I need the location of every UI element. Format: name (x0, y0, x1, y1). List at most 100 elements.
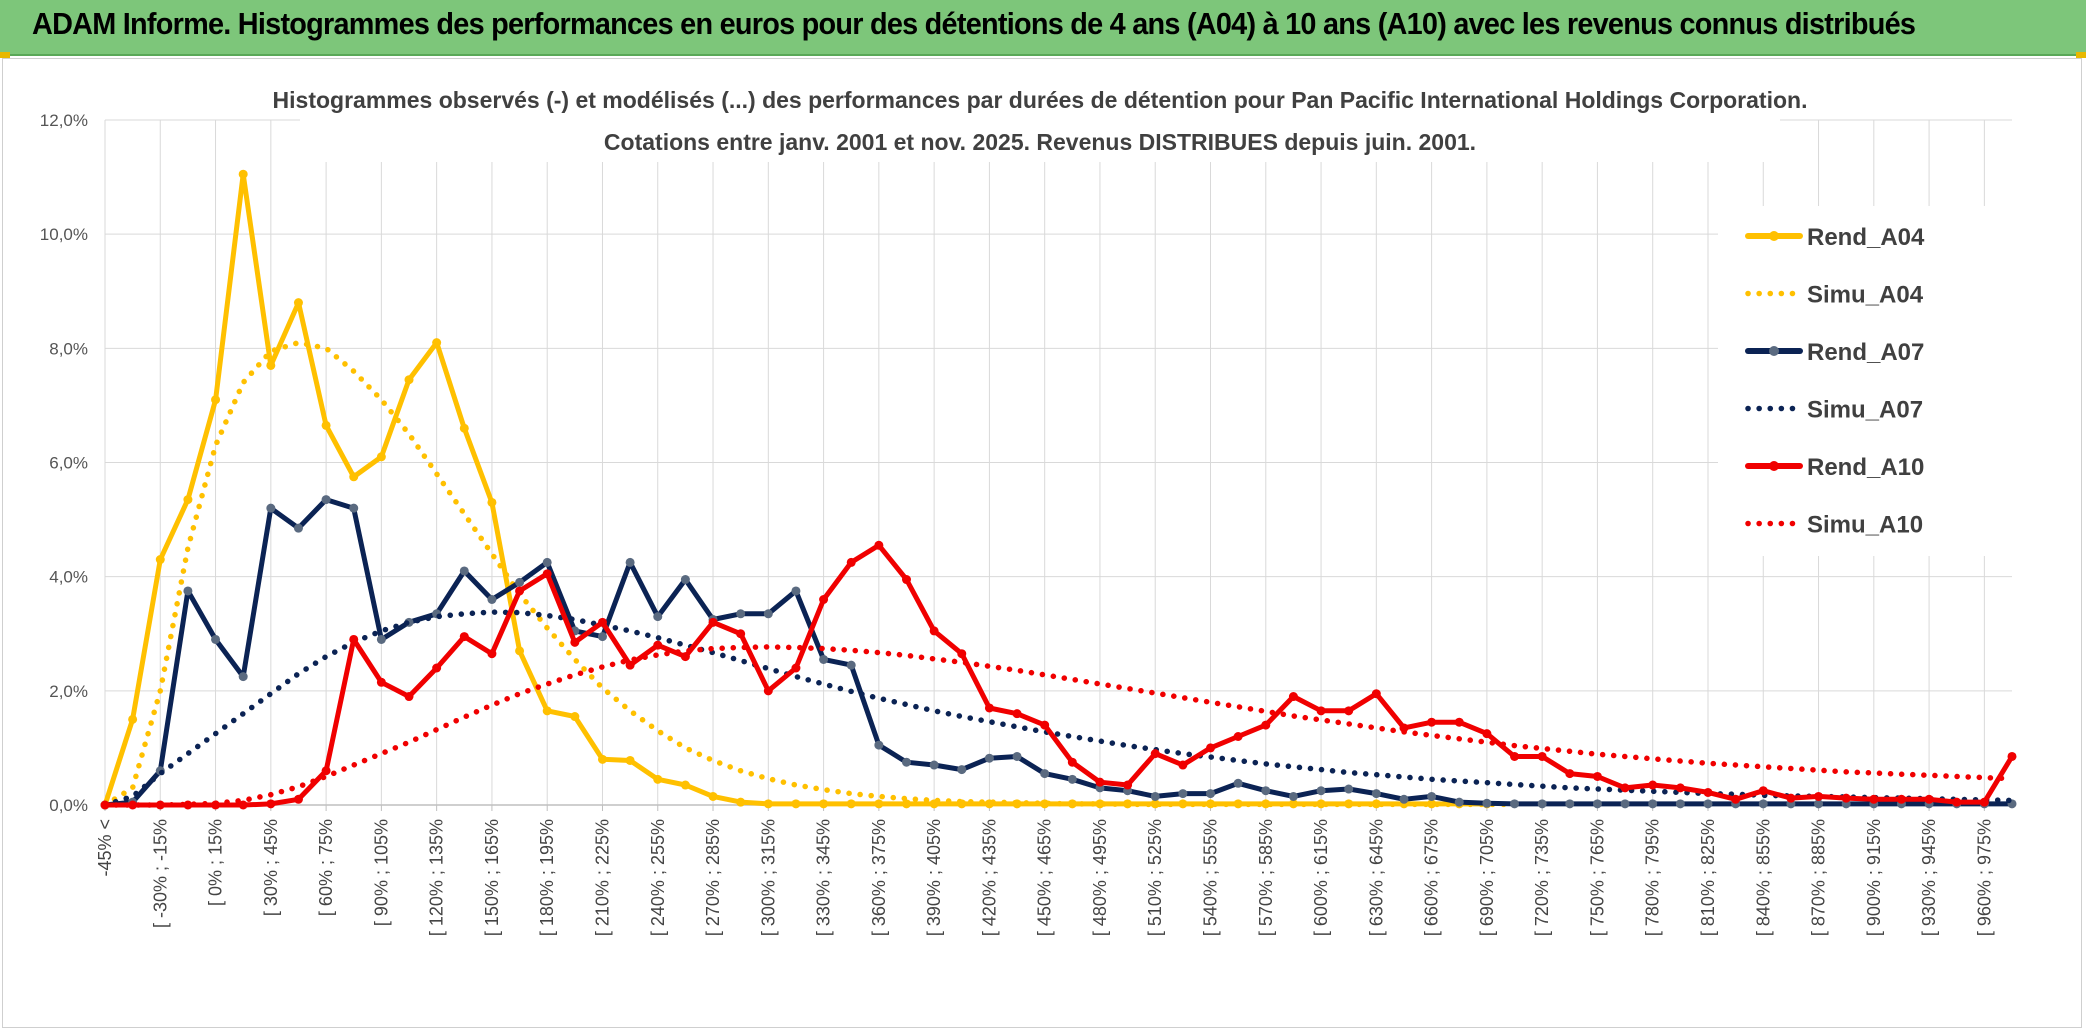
data-point-rend-a04 (293, 298, 303, 308)
chart-subtitle: Cotations entre janv. 2001 et nov. 2025.… (604, 129, 1476, 155)
data-point-rend-a10 (1095, 777, 1105, 787)
data-point-rend-a04 (128, 714, 138, 724)
legend-background (1718, 206, 2026, 556)
data-point-rend-a10 (321, 766, 331, 776)
data-point-rend-a07 (1316, 786, 1326, 796)
chart-title: Histogrammes observés (-) et modélisés (… (273, 87, 1808, 113)
x-tick-label: [ 600% ; 615% (1311, 819, 1331, 936)
x-tick-label: [ 570% ; 585% (1256, 819, 1276, 936)
data-point-rend-a07 (1233, 778, 1243, 788)
data-point-rend-a10 (819, 595, 829, 604)
x-tick-label: [ 870% ; 885% (1809, 819, 1829, 936)
data-point-rend-a07 (625, 557, 635, 567)
chart-frame (2, 58, 2082, 1028)
data-point-rend-a04 (1427, 799, 1437, 809)
data-point-rend-a07 (1592, 799, 1602, 809)
x-tick-label: [ 540% ; 555% (1201, 819, 1221, 936)
data-point-rend-a04 (515, 646, 525, 656)
x-tick-label: [ 960% ; 975% (1974, 819, 1994, 936)
data-point-rend-a07 (1620, 799, 1630, 809)
legend-label-simu-a07: Simu_A07 (1807, 397, 1923, 424)
data-point-rend-a07 (459, 566, 469, 576)
data-point-rend-a10 (763, 686, 773, 696)
series-line-rend-a10 (102, 542, 2015, 808)
x-tick-label: [ 30% ; 45% (261, 819, 281, 916)
data-point-rend-a10 (1952, 797, 1962, 807)
data-point-rend-a10 (266, 799, 276, 809)
x-tick-label: [ 60% ; 75% (316, 819, 336, 916)
data-point-rend-a07 (266, 503, 276, 513)
data-point-rend-a04 (901, 799, 911, 809)
data-point-rend-a04 (763, 799, 773, 809)
legend: Rend_A04 Simu_A04 Rend_A07 Simu_A07 Rend_A10… (1745, 224, 1925, 539)
title-background (300, 82, 1780, 162)
x-tick-label: [ 330% ; 345% (814, 819, 834, 936)
data-point-rend-a07 (1510, 799, 1520, 809)
data-point-rend-a04 (570, 712, 580, 722)
data-point-rend-a07 (1648, 799, 1658, 809)
x-tick-label: [ 750% ; 765% (1587, 819, 1607, 936)
data-point-rend-a07 (1399, 794, 1409, 804)
data-point-rend-a04 (653, 774, 663, 784)
data-point-rend-a07 (846, 660, 856, 670)
data-point-rend-a07 (791, 586, 801, 596)
data-point-rend-a04 (874, 799, 884, 809)
data-point-rend-a10 (1150, 749, 1160, 759)
data-point-rend-a10 (1620, 783, 1630, 793)
series-line-rend-a07 (102, 497, 2015, 808)
data-point-rend-a10 (1731, 794, 1741, 804)
data-point-rend-a04 (266, 360, 276, 370)
data-point-rend-a07 (487, 595, 497, 604)
y-tick-label: 10,0% (40, 225, 88, 244)
data-point-rend-a04 (625, 755, 635, 765)
data-point-rend-a07 (680, 575, 690, 585)
y-axis: 0,0% 2,0% 4,0% 6,0% 8,0% 10,0% 12,0% (40, 111, 88, 815)
data-point-rend-a07 (1454, 797, 1464, 807)
y-tick-label: 12,0% (40, 111, 88, 130)
data-point-rend-a07 (1067, 774, 1077, 784)
data-point-rend-a07 (515, 577, 525, 587)
data-point-rend-a07 (1703, 799, 1713, 809)
data-point-rend-a10 (984, 703, 994, 713)
x-tick-label: [ 660% ; 675% (1422, 819, 1442, 936)
data-point-rend-a10 (957, 649, 967, 659)
data-point-rend-a10 (1592, 771, 1602, 781)
data-point-rend-a10 (1178, 760, 1188, 770)
x-tick-label: [ 240% ; 255% (648, 819, 668, 936)
data-point-rend-a04 (487, 497, 497, 507)
y-tick-label: 4,0% (49, 568, 88, 587)
data-point-rend-a10 (404, 692, 414, 702)
legend-label-rend-a04: Rend_A04 (1807, 224, 1925, 251)
data-point-rend-a07 (1012, 751, 1022, 761)
data-point-rend-a04 (542, 706, 552, 716)
data-point-rend-a04 (238, 169, 248, 179)
data-point-rend-a10 (1123, 780, 1133, 790)
data-point-rend-a07 (1206, 789, 1216, 799)
x-tick-label: [ 0% ; 15% (206, 819, 226, 906)
series-line-simu-a04 (102, 339, 1518, 808)
series-line-simu-a07 (102, 609, 2015, 808)
data-point-rend-a07 (211, 634, 221, 644)
data-point-rend-a10 (625, 660, 635, 670)
data-point-rend-a07 (1371, 789, 1381, 799)
data-point-rend-a10 (1288, 692, 1298, 702)
x-tick-label: [ 930% ; 945% (1919, 819, 1939, 936)
data-point-rend-a10 (1841, 793, 1851, 803)
y-tick-label: 8,0% (49, 339, 88, 358)
data-point-rend-a10 (1316, 706, 1326, 716)
data-point-rend-a04 (680, 780, 690, 790)
data-point-rend-a10 (1703, 787, 1713, 797)
data-point-rend-a04 (404, 375, 414, 385)
data-point-rend-a04 (1095, 799, 1105, 809)
data-point-rend-a10 (542, 569, 552, 579)
y-tick-label: 6,0% (49, 454, 88, 473)
x-tick-label: [ 270% ; 285% (703, 819, 723, 936)
data-point-rend-a07 (1178, 789, 1188, 799)
data-point-rend-a04 (846, 799, 856, 809)
x-tick-label: [ 840% ; 855% (1753, 819, 1773, 936)
data-point-rend-a04 (708, 791, 718, 801)
data-point-rend-a07 (653, 612, 663, 622)
x-tick-label: [ 300% ; 315% (758, 819, 778, 936)
data-point-rend-a10 (487, 649, 497, 659)
data-point-rend-a10 (708, 617, 718, 627)
